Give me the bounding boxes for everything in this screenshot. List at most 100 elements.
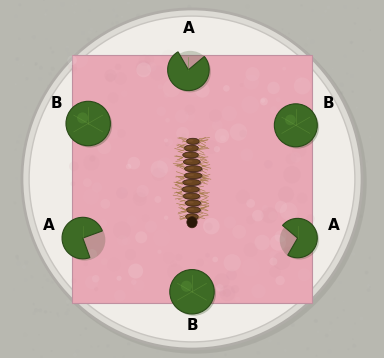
- Ellipse shape: [186, 146, 192, 149]
- Circle shape: [133, 342, 135, 344]
- Circle shape: [161, 17, 164, 20]
- Circle shape: [355, 156, 357, 159]
- Circle shape: [88, 259, 91, 262]
- Circle shape: [245, 26, 248, 30]
- Circle shape: [85, 276, 98, 289]
- Ellipse shape: [184, 166, 202, 172]
- Circle shape: [322, 75, 326, 79]
- Circle shape: [197, 70, 200, 73]
- Circle shape: [124, 74, 128, 78]
- Circle shape: [67, 55, 77, 65]
- Circle shape: [104, 69, 116, 82]
- Circle shape: [29, 229, 31, 232]
- Circle shape: [66, 249, 70, 253]
- Circle shape: [292, 109, 293, 111]
- Circle shape: [97, 81, 100, 84]
- Circle shape: [30, 275, 33, 278]
- Circle shape: [207, 49, 210, 52]
- Circle shape: [54, 155, 56, 158]
- Circle shape: [87, 249, 97, 259]
- Circle shape: [154, 179, 156, 181]
- Circle shape: [240, 148, 253, 161]
- Circle shape: [163, 221, 166, 224]
- Circle shape: [321, 14, 325, 18]
- Ellipse shape: [185, 174, 203, 180]
- Circle shape: [193, 130, 197, 134]
- Circle shape: [91, 192, 94, 195]
- Circle shape: [119, 289, 122, 293]
- Circle shape: [162, 311, 164, 313]
- Circle shape: [365, 271, 369, 275]
- Circle shape: [189, 43, 192, 45]
- Circle shape: [50, 47, 52, 49]
- Circle shape: [79, 102, 88, 111]
- Circle shape: [212, 165, 214, 167]
- Circle shape: [362, 11, 366, 14]
- Circle shape: [253, 340, 257, 344]
- Circle shape: [326, 91, 328, 93]
- Circle shape: [86, 129, 88, 131]
- Circle shape: [16, 57, 19, 61]
- Ellipse shape: [187, 217, 197, 228]
- Circle shape: [233, 174, 237, 178]
- Circle shape: [337, 317, 338, 319]
- Circle shape: [115, 5, 118, 8]
- Circle shape: [219, 88, 223, 92]
- Circle shape: [178, 277, 180, 279]
- Circle shape: [316, 355, 317, 357]
- Circle shape: [162, 170, 166, 174]
- Circle shape: [115, 123, 117, 124]
- Circle shape: [67, 304, 69, 306]
- Circle shape: [287, 129, 299, 140]
- Circle shape: [225, 114, 229, 118]
- Circle shape: [245, 76, 249, 79]
- Circle shape: [68, 63, 77, 72]
- Circle shape: [316, 293, 318, 295]
- Circle shape: [33, 303, 35, 305]
- Circle shape: [108, 69, 119, 81]
- Circle shape: [258, 187, 261, 189]
- Circle shape: [140, 31, 144, 35]
- Circle shape: [289, 120, 291, 122]
- Circle shape: [245, 95, 248, 98]
- Circle shape: [122, 236, 131, 245]
- Circle shape: [263, 69, 267, 73]
- Circle shape: [288, 33, 290, 34]
- Circle shape: [17, 262, 20, 266]
- Circle shape: [185, 80, 203, 97]
- Circle shape: [311, 10, 314, 12]
- Circle shape: [238, 29, 242, 33]
- Circle shape: [280, 203, 298, 220]
- Circle shape: [303, 236, 305, 238]
- Circle shape: [116, 15, 118, 18]
- Circle shape: [295, 151, 297, 153]
- Circle shape: [122, 310, 126, 313]
- Circle shape: [324, 209, 326, 211]
- Circle shape: [165, 142, 169, 146]
- Circle shape: [195, 279, 209, 293]
- Circle shape: [41, 121, 45, 124]
- Circle shape: [95, 195, 97, 197]
- Circle shape: [262, 25, 265, 28]
- Circle shape: [306, 37, 309, 40]
- Circle shape: [88, 30, 92, 34]
- Circle shape: [13, 202, 17, 204]
- Circle shape: [294, 77, 311, 95]
- Circle shape: [326, 106, 329, 109]
- Circle shape: [63, 246, 65, 247]
- Circle shape: [86, 174, 88, 175]
- Circle shape: [259, 326, 262, 329]
- Circle shape: [326, 257, 328, 260]
- Ellipse shape: [187, 174, 194, 176]
- Circle shape: [198, 106, 202, 109]
- Circle shape: [190, 20, 192, 22]
- Circle shape: [167, 262, 171, 266]
- Circle shape: [156, 120, 158, 121]
- Circle shape: [358, 99, 361, 102]
- Circle shape: [181, 190, 185, 194]
- Circle shape: [167, 101, 169, 103]
- Circle shape: [143, 249, 145, 251]
- Circle shape: [292, 110, 295, 113]
- Circle shape: [144, 84, 146, 86]
- Bar: [72, 55, 312, 303]
